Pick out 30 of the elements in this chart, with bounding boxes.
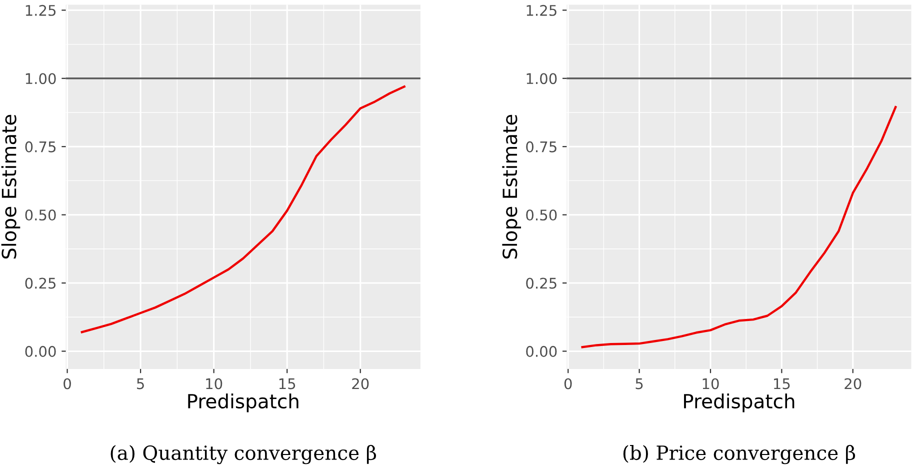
y-tick-label: 0.25 [526,278,556,289]
x-tick-label: 15 [279,378,296,390]
y-axis-title: Slope Estimate [502,114,522,259]
x-tick-label: 5 [137,378,144,390]
x-axis-title: Predispatch [188,393,298,412]
line-series [581,106,897,348]
y-tick-label: 1.25 [526,4,556,16]
x-axis-title: Predispatch [684,393,794,412]
y-tick-label: 0.25 [25,278,56,289]
text: (b) Price convergence β [623,444,856,464]
x-tick-label: 15 [774,378,790,390]
y-tick-label: 1.00 [526,73,557,84]
y-tick-label: 0.50 [25,210,56,221]
y-tick-label: 1.00 [26,73,56,84]
x-tick-label: 20 [844,378,862,390]
y-tick-label: 0.50 [526,210,557,221]
text: (a) Quantity convergence β [110,444,376,464]
line-series [80,85,406,334]
x-tick-label: 10 [702,378,719,390]
x-tick-label: 5 [636,378,643,390]
x-tick-label: 10 [206,378,222,390]
y-tick-label: 0.75 [25,141,56,152]
x-tick-label: 0 [564,378,572,390]
y-tick-label: 0.00 [526,346,557,357]
x-tick-label: 0 [64,378,71,390]
y-tick-label: 0.75 [526,141,556,152]
y-tick-label: 1.25 [26,4,56,16]
x-tick-label: 20 [352,378,369,390]
y-tick-label: 0.00 [25,346,56,357]
y-axis-title: Slope Estimate [1,114,20,259]
